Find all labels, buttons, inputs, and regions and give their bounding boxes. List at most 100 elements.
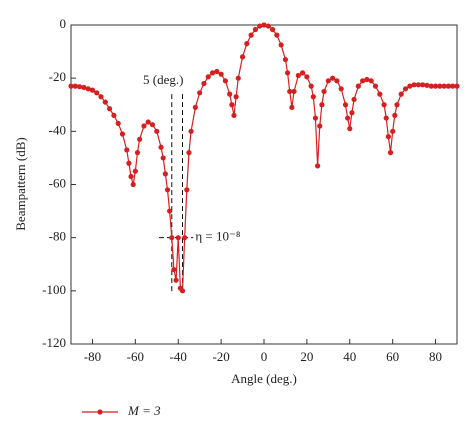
annotation: 5 (deg.): [143, 72, 183, 87]
x-tick-label: -60: [127, 349, 144, 364]
data-point: [222, 78, 228, 84]
data-point: [342, 102, 349, 108]
data-point: [119, 131, 126, 137]
data-point: [98, 94, 104, 100]
plot-frame: [70, 24, 458, 345]
data-point: [257, 23, 263, 29]
data-point: [94, 90, 100, 96]
data-point: [319, 102, 325, 108]
data-point: [192, 104, 198, 111]
data-point: [437, 83, 443, 89]
data-point: [72, 83, 78, 89]
data-point: [325, 78, 331, 84]
data-point: [173, 277, 179, 283]
data-point: [392, 112, 398, 118]
data-point: [233, 94, 239, 100]
data-point: [345, 115, 351, 121]
data-point: [445, 83, 452, 89]
data-point: [218, 71, 224, 77]
y-tick-label: -40: [49, 122, 66, 137]
data-point: [317, 123, 323, 129]
data-point: [134, 150, 141, 156]
data-point: [111, 112, 117, 118]
data-point: [179, 288, 186, 294]
data-point: [244, 41, 250, 47]
data-point: [274, 32, 280, 38]
data-point: [278, 42, 284, 48]
x-tick-label: -20: [212, 349, 229, 364]
data-point: [355, 83, 361, 89]
data-point: [89, 87, 96, 93]
data-point: [137, 136, 143, 142]
y-tick-label: -20: [49, 69, 66, 84]
data-point: [239, 54, 246, 60]
data-point: [315, 163, 321, 169]
data-point: [284, 70, 291, 76]
data-point: [330, 75, 336, 81]
y-tick-label: 0: [60, 16, 67, 31]
data-point: [334, 78, 340, 84]
data-point: [338, 86, 344, 92]
data-point: [269, 26, 276, 33]
data-point: [132, 168, 138, 174]
data-point: [402, 86, 409, 92]
data-point: [205, 74, 211, 80]
x-tick-label: -80: [84, 349, 101, 364]
x-tick-label: 40: [343, 349, 356, 364]
y-tick-label: -80: [49, 229, 66, 244]
data-point: [81, 84, 87, 91]
data-point: [229, 102, 235, 108]
data-point: [182, 235, 188, 241]
data-point: [169, 235, 175, 241]
data-point: [85, 86, 91, 92]
data-point: [160, 155, 166, 161]
data-point: [158, 144, 164, 150]
data-point: [372, 83, 379, 89]
x-tick-label: -40: [170, 349, 187, 364]
data-point: [107, 106, 113, 112]
data-point: [295, 72, 301, 79]
data-point: [124, 147, 130, 153]
data-point: [130, 181, 136, 188]
data-point: [291, 88, 297, 95]
data-point: [282, 56, 289, 63]
data-point: [115, 120, 121, 126]
data-point: [424, 82, 430, 88]
data-point: [201, 80, 207, 87]
data-point: [102, 99, 108, 105]
data-point: [407, 83, 413, 89]
x-tick-label: 60: [386, 349, 399, 364]
x-tick-label: 0: [261, 349, 268, 364]
data-point: [385, 134, 391, 140]
data-point: [441, 83, 447, 89]
data-point: [188, 128, 194, 134]
data-point: [390, 128, 396, 134]
data-point: [394, 102, 400, 108]
y-tick-label: -100: [42, 282, 66, 297]
data-point: [377, 91, 383, 97]
data-point: [312, 115, 319, 121]
data-point: [287, 88, 293, 95]
annotation: η = 10⁻⁸: [195, 229, 240, 244]
data-point: [235, 75, 241, 81]
data-point: [364, 76, 370, 83]
series-line: [71, 24, 457, 293]
legend-label: M = 3: [127, 403, 161, 418]
data-point: [126, 160, 132, 166]
data-point: [162, 171, 168, 177]
data-point: [349, 110, 355, 116]
data-point: [186, 150, 192, 156]
data-point: [261, 22, 267, 28]
data-point: [248, 32, 254, 38]
data-point: [415, 82, 421, 88]
data-point: [347, 126, 353, 132]
data-point: [149, 122, 156, 128]
data-point: [300, 70, 306, 76]
data-point: [164, 187, 171, 193]
data-point: [214, 68, 220, 75]
data-point: [231, 112, 237, 118]
data-point: [304, 74, 310, 80]
data-point: [145, 119, 151, 125]
data-point: [76, 84, 83, 90]
